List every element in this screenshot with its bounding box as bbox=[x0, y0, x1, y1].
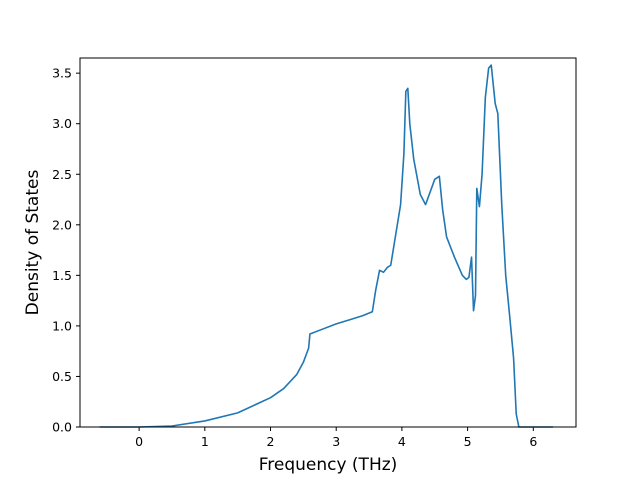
plot-frame bbox=[79, 57, 577, 428]
y-axis-label: Density of States bbox=[23, 170, 43, 316]
y-tick-label: 3.0 bbox=[52, 116, 72, 131]
y-tick-label: 2.0 bbox=[52, 217, 72, 232]
y-axis-ticks: 0.0 0.5 1.0 1.5 2.0 2.5 3.0 3.5 bbox=[52, 66, 80, 435]
x-axis-label: Frequency (THz) bbox=[259, 455, 398, 475]
x-tick-label: 2 bbox=[267, 434, 275, 449]
x-tick-label: 4 bbox=[398, 434, 406, 449]
series-layer bbox=[99, 64, 554, 428]
x-tick-label: 3 bbox=[332, 434, 340, 449]
series-line-0 bbox=[99, 64, 554, 428]
x-tick-label: 1 bbox=[201, 434, 209, 449]
y-tick-label: 0.0 bbox=[52, 420, 72, 435]
x-axis-ticks: 0 1 2 3 4 5 6 bbox=[135, 427, 537, 449]
y-tick-label: 1.5 bbox=[52, 268, 72, 283]
x-tick-label: 6 bbox=[529, 434, 537, 449]
y-tick-label: 3.5 bbox=[52, 66, 72, 81]
y-tick-label: 1.0 bbox=[52, 318, 72, 333]
plot-background bbox=[80, 58, 576, 427]
x-tick-label: 5 bbox=[464, 434, 472, 449]
x-tick-label: 0 bbox=[135, 434, 143, 449]
y-tick-label: 2.5 bbox=[52, 167, 72, 182]
y-tick-label: 0.5 bbox=[52, 369, 72, 384]
